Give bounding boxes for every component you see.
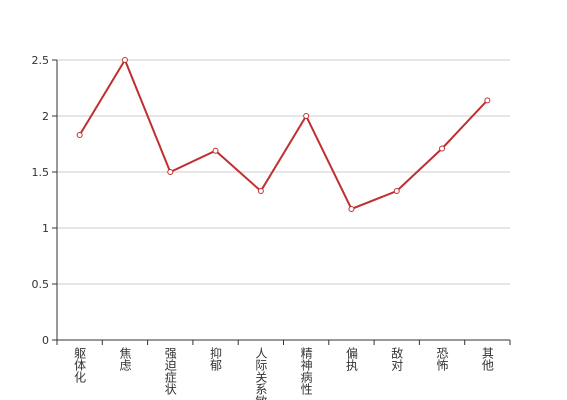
x-tick-label: 焦虑: [118, 347, 132, 371]
x-tick-label: 人际关系敏感: [254, 347, 268, 400]
data-point: [121, 57, 128, 63]
x-tick-label: 敌对: [390, 346, 404, 371]
x-tick-label: 抑郁: [209, 346, 223, 372]
y-tick-label: 0.5: [32, 278, 50, 291]
x-tick-label: 精神病性: [299, 347, 313, 396]
data-point: [393, 188, 400, 195]
x-tick-label: 强迫症状: [163, 347, 177, 395]
data-point: [212, 147, 219, 154]
data-point: [167, 169, 174, 175]
x-tick-label: 偏执: [344, 346, 358, 372]
data-point: [76, 132, 83, 139]
x-tick-label: 其他: [480, 347, 494, 371]
y-tick-label: 2.5: [32, 54, 50, 67]
y-tick-label: 2: [42, 110, 49, 123]
x-tick-label: 躯体化: [73, 346, 87, 384]
data-point: [439, 145, 446, 152]
y-tick-label: 0: [42, 334, 49, 347]
data-point: [303, 113, 310, 119]
y-tick-label: 1.5: [32, 166, 50, 179]
y-tick-label: 1: [42, 222, 49, 235]
data-line: [78, 57, 489, 211]
data-point: [484, 97, 491, 104]
x-tick-label: 恐怖: [435, 347, 449, 371]
data-point: [257, 188, 264, 195]
data-point: [348, 205, 355, 212]
